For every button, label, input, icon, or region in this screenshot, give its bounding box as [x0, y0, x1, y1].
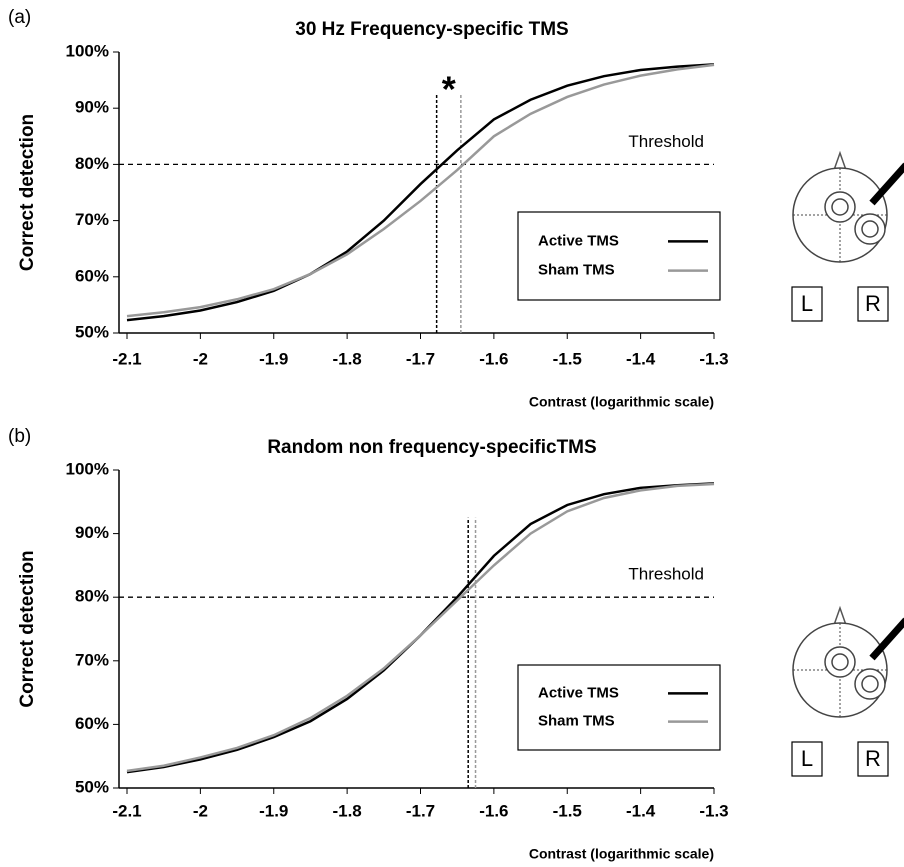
x-tick-label: -1.3	[699, 801, 728, 820]
x-tick-label: -1.9	[259, 349, 288, 368]
x-tick-label: -1.8	[332, 801, 361, 820]
y-tick-label: 70%	[75, 650, 109, 669]
legend-label: Active TMS	[538, 684, 619, 701]
y-tick-label: 50%	[75, 322, 109, 341]
threshold-label: Threshold	[628, 565, 704, 584]
x-axis-label: Contrast (logarithmic scale)	[529, 394, 714, 410]
x-axis-label: Contrast (logarithmic scale)	[529, 846, 714, 862]
x-tick-label: -1.6	[479, 349, 508, 368]
x-tick-label: -1.9	[259, 801, 288, 820]
coil-inner	[832, 199, 848, 215]
coil-inner	[862, 676, 878, 692]
legend-label: Sham TMS	[538, 713, 615, 730]
y-tick-label: 50%	[75, 777, 109, 796]
x-tick-label: -2.1	[112, 349, 141, 368]
x-tick-label: -1.5	[553, 349, 582, 368]
x-tick-label: -1.7	[406, 349, 435, 368]
annotation: *	[442, 69, 456, 110]
threshold-label: Threshold	[628, 132, 704, 151]
coil-inner	[832, 654, 848, 670]
figure: (a) 30 Hz Frequency-specific TMS Correct d…	[0, 0, 904, 867]
legend-label: Sham TMS	[538, 262, 615, 279]
y-tick-label: 70%	[75, 210, 109, 229]
y-tick-label: 90%	[75, 98, 109, 117]
hemisphere-label: L	[801, 291, 813, 316]
x-tick-label: -2	[193, 801, 208, 820]
panel-label: (b)	[8, 426, 31, 447]
x-tick-label: -2	[193, 349, 208, 368]
hemisphere-label: L	[801, 746, 813, 771]
legend-box	[518, 665, 720, 750]
x-tick-label: -1.5	[553, 801, 582, 820]
coil-handle	[872, 165, 904, 203]
chart-title: Random non frequency-specificTMS	[267, 437, 596, 458]
x-tick-label: -1.4	[626, 349, 656, 368]
y-tick-label: 100%	[66, 459, 109, 478]
x-tick-label: -1.4	[626, 801, 656, 820]
y-tick-label: 80%	[75, 154, 109, 173]
y-axis-label: Correct detection	[17, 550, 38, 707]
hemisphere-label: R	[865, 746, 881, 771]
x-tick-label: -1.3	[699, 349, 728, 368]
coil-inner	[862, 221, 878, 237]
y-tick-label: 100%	[66, 41, 109, 60]
y-axis-label: Correct detection	[17, 114, 38, 271]
chart-title: 30 Hz Frequency-specific TMS	[295, 19, 568, 40]
x-tick-label: -1.6	[479, 801, 508, 820]
x-tick-label: -2.1	[112, 801, 141, 820]
coil-handle	[872, 620, 904, 658]
y-tick-label: 90%	[75, 523, 109, 542]
legend-label: Active TMS	[538, 232, 619, 249]
x-tick-label: -1.7	[406, 801, 435, 820]
hemisphere-label: R	[865, 291, 881, 316]
y-tick-label: 80%	[75, 587, 109, 606]
x-tick-label: -1.8	[332, 349, 361, 368]
y-tick-label: 60%	[75, 266, 109, 285]
y-tick-label: 60%	[75, 714, 109, 733]
legend-box	[518, 212, 720, 300]
panel-label: (a)	[8, 7, 31, 28]
